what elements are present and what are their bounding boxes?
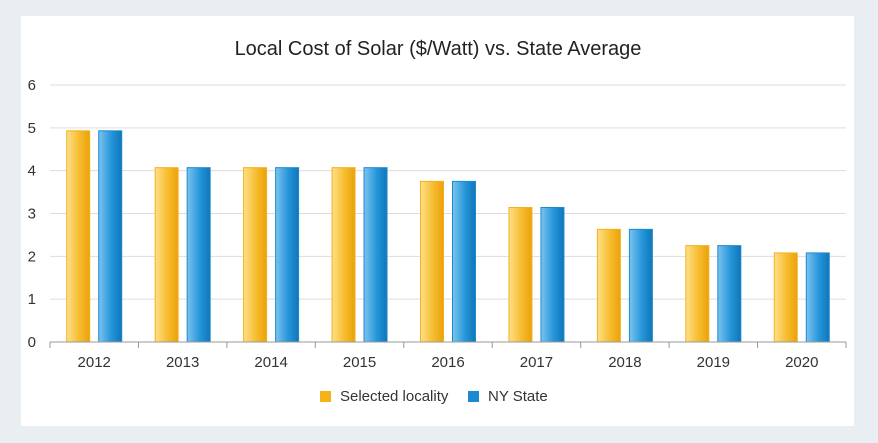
y-tick-label: 2	[28, 248, 36, 265]
bar-selected-locality-2013	[154, 167, 179, 343]
y-tick-label: 6	[28, 77, 36, 94]
x-tick-label: 2015	[343, 354, 376, 371]
x-tick-label: 2017	[520, 354, 553, 371]
x-tick-label: 2020	[785, 354, 818, 371]
bar-selected-locality-2019	[685, 245, 710, 343]
bar-ny-state-2012	[98, 130, 123, 343]
y-tick-label: 3	[28, 206, 36, 223]
y-tick-label: 4	[28, 163, 36, 180]
legend-label-0: Selected locality	[340, 388, 449, 405]
y-tick-label: 5	[28, 120, 36, 137]
bar-ny-state-2016	[452, 180, 476, 343]
x-tick-label: 2019	[697, 354, 730, 371]
bar-selected-locality-2018	[596, 228, 621, 343]
legend-label-1: NY State	[488, 388, 548, 405]
bar-selected-locality-2016	[420, 180, 444, 343]
bar-ny-state-2014	[275, 167, 300, 343]
y-axis-ticks: 0 1 2 3 4 5 6	[28, 77, 36, 351]
gridlines	[50, 84, 846, 300]
x-tick-label: 2016	[431, 354, 464, 371]
bars	[66, 130, 830, 343]
bar-ny-state-2020	[805, 252, 830, 343]
bar-ny-state-2019	[717, 245, 742, 343]
y-tick-label: 1	[28, 291, 36, 308]
bar-ny-state-2013	[186, 167, 211, 343]
x-tick-label: 2014	[254, 354, 287, 371]
y-tick-label: 0	[28, 334, 36, 351]
x-axis: 2012 2013 2014 2015 2016 2017 2018 2019 2020	[49, 341, 847, 371]
legend-swatch-0	[320, 391, 331, 402]
bar-selected-locality-2014	[243, 167, 268, 343]
bar-selected-locality-2020	[773, 252, 798, 343]
bar-selected-locality-2012	[66, 130, 91, 343]
bar-ny-state-2015	[363, 167, 388, 343]
x-tick-label: 2013	[166, 354, 199, 371]
legend-swatch-1	[468, 391, 479, 402]
legend: Selected locality NY State	[320, 388, 548, 405]
x-tick-label: 2012	[78, 354, 111, 371]
bar-ny-state-2018	[628, 228, 653, 343]
x-tick-label: 2018	[608, 354, 641, 371]
chart-title: Local Cost of Solar ($/Watt) vs. State A…	[235, 38, 642, 60]
bar-selected-locality-2017	[508, 207, 533, 343]
bar-ny-state-2017	[540, 207, 565, 343]
bar-selected-locality-2015	[331, 167, 356, 343]
